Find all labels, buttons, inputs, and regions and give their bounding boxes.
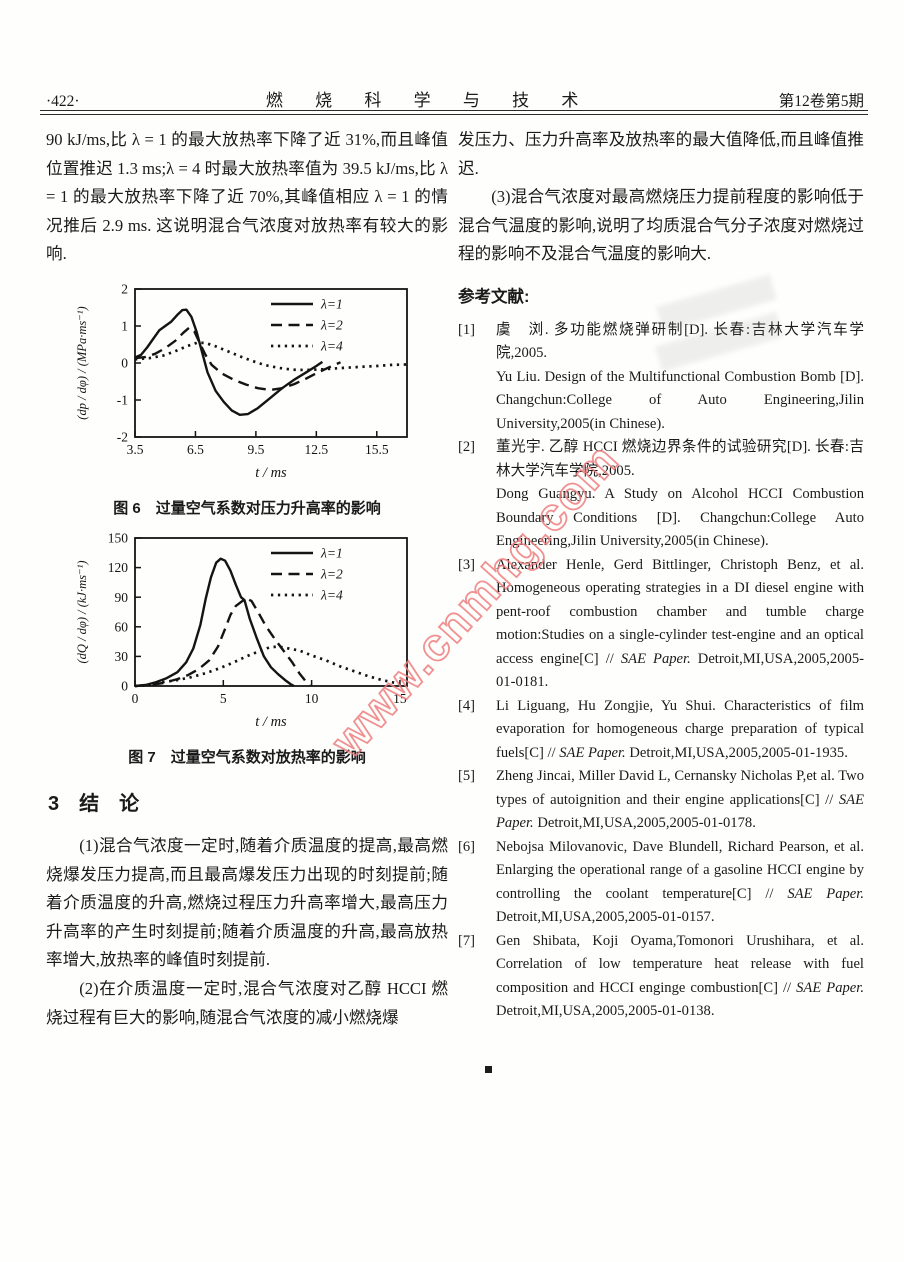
reference-text: Li Liguang, Hu Zongjie, Yu Shui. Charact… <box>496 695 864 766</box>
legend-label: λ=2 <box>320 567 343 582</box>
y-tick-label: 0 <box>121 679 128 694</box>
x-axis-label: t / ms <box>255 714 287 730</box>
header-rule <box>40 110 868 115</box>
y-tick-label: -2 <box>117 430 128 445</box>
reference-item: [5] Zheng Jincai, Miller David L, Cernans… <box>458 765 864 836</box>
reference-part: Zheng Jincai, Miller David L, Cernansky … <box>496 768 864 832</box>
x-tick-label: 15.5 <box>365 442 389 457</box>
reference-item: [2] 董光宇. 乙醇 HCCI 燃烧边界条件的试验研究[D]. 长春:吉林大学汽… <box>458 436 864 554</box>
reference-part: Dong Guangyu. A Study on Alcohol HCCI Co… <box>496 486 864 550</box>
reference-label: [3] <box>458 556 476 573</box>
reference-item: [1] 虞 浏. 多功能燃烧弹研制[D]. 长春:吉林大学汽车学院,2005. Yu… <box>458 319 864 437</box>
series-λ=2 <box>134 326 341 392</box>
paragraph-continuation: 90 kJ/ms,比 λ = 1 的最大放热率下降了近 31%,而且峰值位置推迟… <box>46 130 448 264</box>
page-header: ·422· 燃 烧 科 学 与 技 术 第12卷第5期 <box>46 86 864 111</box>
series-λ=1 <box>134 308 324 416</box>
reference-text: Zheng Jincai, Miller David L, Cernansky … <box>496 765 864 836</box>
reference-part: Li Liguang, Hu Zongjie, Yu Shui. Charact… <box>496 697 864 761</box>
x-tick-label: 0 <box>132 691 139 706</box>
y-tick-label: 1 <box>121 319 128 334</box>
series-λ=1 <box>134 557 295 688</box>
journal-title: 燃 烧 科 学 与 技 术 <box>265 91 593 110</box>
legend-label: λ=1 <box>320 546 343 561</box>
legend-label: λ=2 <box>320 318 343 333</box>
x-axis-label: t / ms <box>255 465 287 481</box>
ink-dot-artifact <box>485 1066 492 1073</box>
x-tick-label: 6.5 <box>187 442 204 457</box>
section-heading-conclusions: 3 结 论 <box>48 792 140 815</box>
y-tick-label: 30 <box>115 649 129 664</box>
figure-7: 0 5 10 15 0 30 60 90 120 150 t / ms (dQ / dφ) / (kJ… <box>46 528 448 767</box>
reference-label: [6] <box>458 838 476 855</box>
y-tick-label: 90 <box>115 590 129 605</box>
figure6-chart: 3.5 6.5 9.5 12.5 15.5 -2 -1 0 1 2 t / ms (dp / dφ) … <box>75 282 408 481</box>
reference-label: [7] <box>458 932 476 949</box>
issue-info: 第12卷第5期 <box>778 93 864 110</box>
reference-part: Nebojsa Milovanovic, Dave Blundell, Rich… <box>496 838 864 926</box>
figure6-caption: 图 6 过量空气系数对压力升高率的影响 <box>113 499 381 517</box>
conclusion-paragraph-3: (3)混合气浓度对最高燃烧压力提前程度的影响低于混合气温度的影响,说明了均质混合… <box>458 187 864 264</box>
series-λ=4 <box>134 341 408 372</box>
reference-label: [1] <box>458 321 476 338</box>
x-tick-label: 12.5 <box>305 442 329 457</box>
y-tick-label: 60 <box>115 619 129 634</box>
plot-frame <box>134 537 408 687</box>
reference-label: [2] <box>458 439 476 456</box>
reference-label: [5] <box>458 768 476 785</box>
reference-part: Yu Liu. Design of the Multifunctional Co… <box>496 368 864 432</box>
y-tick-label: 2 <box>121 282 128 297</box>
y-axis-label: (dQ / dφ) / (kJ·ms⁻¹) <box>75 560 89 663</box>
figure7-caption: 图 7 过量空气系数对放热率的影响 <box>128 748 366 766</box>
reference-text: Gen Shibata, Koji Oyama,Tomonori Urushih… <box>496 930 864 1024</box>
x-tick-label: 3.5 <box>127 442 144 457</box>
legend-label: λ=1 <box>320 297 343 312</box>
y-tick-label: 120 <box>108 560 129 575</box>
reference-text: 董光宇. 乙醇 HCCI 燃烧边界条件的试验研究[D]. 长春:吉林大学汽车学院… <box>496 436 864 554</box>
reference-text: 虞 浏. 多功能燃烧弹研制[D]. 长春:吉林大学汽车学院,2005. Yu Li… <box>496 319 864 437</box>
figure-6: 3.5 6.5 9.5 12.5 15.5 -2 -1 0 1 2 t / ms (dp / dφ) … <box>46 279 448 518</box>
reference-part: Gen Shibata, Koji Oyama,Tomonori Urushih… <box>496 932 864 1020</box>
y-tick-label: -1 <box>117 393 128 408</box>
y-axis-label: (dp / dφ) / (MPa·ms⁻¹) <box>75 306 89 419</box>
reference-item: [6] Nebojsa Milovanovic, Dave Blundell, R… <box>458 836 864 930</box>
reference-text: Alexander Henle, Gerd Bittlinger, Christ… <box>496 554 864 695</box>
x-tick-label: 9.5 <box>247 442 264 457</box>
legend-label: λ=4 <box>320 588 343 603</box>
reference-item: [7] Gen Shibata, Koji Oyama,Tomonori Urus… <box>458 930 864 1024</box>
conclusion-paragraph-1: (1)混合气浓度一定时,随着介质温度的提高,最高燃烧爆发压力提高,而且最高爆发压… <box>46 835 448 970</box>
page-number: ·422· <box>46 93 80 110</box>
x-tick-label: 15 <box>393 691 407 706</box>
x-tick-label: 5 <box>220 691 227 706</box>
reference-part: 虞 浏. 多功能燃烧弹研制[D]. 长春:吉林大学汽车学院,2005. <box>496 321 864 362</box>
conclusion-paragraph-2: (2)在介质温度一定时,混合气浓度对乙醇 HCCI 燃烧过程有巨大的影响,随混合… <box>46 978 448 1027</box>
reference-part: Alexander Henle, Gerd Bittlinger, Christ… <box>496 556 864 691</box>
paragraph-continuation: 发压力、压力升高率及放热率的最大值降低,而且峰值推迟. <box>458 130 864 178</box>
reference-item: [4] Li Liguang, Hu Zongjie, Yu Shui. Char… <box>458 695 864 766</box>
plot-frame <box>134 288 408 438</box>
references-heading: 参考文献: <box>458 287 530 306</box>
reference-part: 董光宇. 乙醇 HCCI 燃烧边界条件的试验研究[D]. 长春:吉林大学汽车学院… <box>496 439 864 479</box>
reference-label: [4] <box>458 697 476 714</box>
x-tick-label: 10 <box>305 691 319 706</box>
reference-text: Nebojsa Milovanovic, Dave Blundell, Rich… <box>496 836 864 930</box>
series-λ=2 <box>134 596 311 688</box>
right-column: 发压力、压力升高率及放热率的最大值降低,而且峰值推迟. (3)混合气浓度对最高燃… <box>458 126 864 1024</box>
references-list: [1] 虞 浏. 多功能燃烧弹研制[D]. 长春:吉林大学汽车学院,2005. Yu… <box>458 319 864 1024</box>
left-column: 90 kJ/ms,比 λ = 1 的最大放热率下降了近 31%,而且峰值位置推迟… <box>46 126 448 1032</box>
legend-label: λ=4 <box>320 339 343 354</box>
reference-item: [3] Alexander Henle, Gerd Bittlinger, Chr… <box>458 554 864 695</box>
y-tick-label: 150 <box>108 531 129 546</box>
y-tick-label: 0 <box>121 356 128 371</box>
